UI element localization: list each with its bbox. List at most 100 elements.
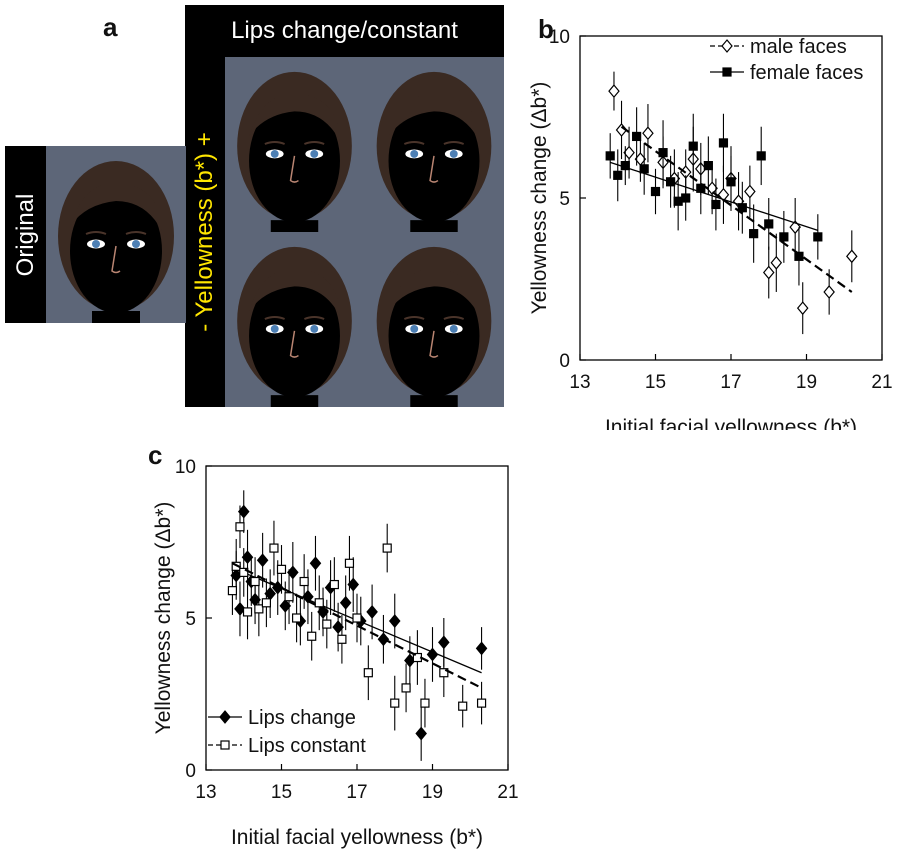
y-tick-label: 0: [185, 761, 196, 782]
data-point: [307, 631, 317, 641]
data-point: [796, 301, 809, 316]
data-point: [439, 668, 449, 678]
data-point: [779, 232, 789, 242]
data-point: [254, 604, 264, 614]
data-point: [309, 556, 322, 571]
data-point: [292, 613, 302, 623]
data-point: [794, 251, 804, 261]
y-tick-label: 5: [559, 189, 570, 210]
data-point: [420, 698, 430, 708]
data-point: [250, 576, 260, 587]
x-tick-label: 17: [720, 372, 741, 393]
data-point: [438, 635, 450, 650]
data-point: [846, 249, 858, 264]
legend-label: male faces: [750, 36, 847, 58]
data-point: [388, 614, 401, 628]
data-point: [390, 698, 400, 708]
data-point: [382, 543, 392, 553]
data-point: [235, 522, 245, 532]
data-point: [639, 164, 649, 174]
legend-marker: [722, 67, 732, 77]
data-point: [337, 634, 347, 644]
original-face-photo: .o .skin{fill:#e4b8a4}.o .lips{fill:#c97…: [46, 146, 186, 323]
data-point: [458, 701, 468, 711]
legend-label: female faces: [750, 62, 863, 84]
face-yellow-lips-constant: .y2 .skin{fill:#f0c59a}.y2 .lips{fill:#c…: [364, 57, 504, 232]
data-point: [756, 151, 766, 161]
data-point: [681, 193, 691, 203]
data-point: [299, 576, 309, 587]
data-point: [673, 196, 683, 206]
x-tick-label: 19: [422, 782, 443, 803]
trend-line: [609, 161, 819, 232]
data-point: [737, 203, 747, 213]
y-tick-label: 10: [549, 27, 570, 48]
yellowness-label-bar: - Yellowness (b*) +: [185, 57, 225, 407]
data-point: [339, 595, 352, 610]
data-point: [762, 265, 775, 280]
y-axis-title: Yellowness change (Δb*): [528, 82, 551, 315]
data-point: [658, 148, 668, 158]
data-point: [239, 567, 249, 578]
original-label-bar: Original: [5, 146, 46, 323]
chart-b: 13 15 17 19 21 0 5 10 Initial facial yellowness …: [528, 27, 893, 430]
data-point: [366, 604, 378, 619]
data-point: [256, 553, 269, 568]
data-point: [632, 131, 642, 142]
data-point: [703, 161, 713, 171]
trend-line: [231, 562, 483, 689]
x-tick-label: 17: [346, 782, 367, 803]
panel-c-letter: c: [148, 440, 163, 470]
data-point: [764, 219, 774, 229]
data-point: [276, 564, 287, 574]
data-point: [476, 698, 487, 708]
legend-label: Lips constant: [248, 735, 366, 757]
trend-line: [620, 125, 853, 293]
data-point: [261, 598, 272, 608]
x-tick-label: 15: [271, 782, 292, 803]
data-point: [227, 586, 238, 596]
data-point: [650, 186, 661, 197]
data-point: [726, 177, 736, 187]
data-point: [749, 229, 759, 239]
data-point: [688, 141, 698, 151]
original-label: Original: [11, 193, 39, 276]
data-point: [770, 255, 783, 270]
data-point: [717, 187, 730, 202]
panel-a-header-text: Lips change/constant: [231, 17, 458, 44]
data-point: [352, 613, 362, 623]
series-1: [605, 107, 823, 286]
panel-b-letter: b: [538, 14, 554, 44]
data-point: [823, 285, 835, 299]
x-tick-label: 19: [796, 372, 817, 393]
data-point: [269, 543, 279, 553]
data-point: [642, 126, 654, 141]
data-point: [401, 683, 411, 693]
data-point: [608, 84, 620, 99]
y-tick-label: 5: [185, 609, 196, 630]
x-tick-label: 13: [569, 372, 590, 393]
data-point: [344, 558, 355, 568]
data-point: [314, 598, 324, 608]
face-blue-lips-change: .b1 .skin{fill:#e6c2e6}.b1 .lips{fill:#c…: [225, 232, 364, 407]
panel-a-letter: a: [103, 12, 118, 42]
data-point: [613, 170, 623, 180]
legend-marker: [220, 740, 230, 750]
series-1: [227, 505, 487, 731]
data-point: [234, 601, 246, 616]
x-tick-label: 13: [195, 782, 216, 803]
face-blue-lips-constant: .b2 .skin{fill:#e6c2e6}.b2 .lips{fill:#c…: [364, 232, 504, 407]
face-yellow-lips-change: .y1 .skin{fill:#f0c59a}.y1 .lips{fill:#d…: [225, 57, 364, 232]
data-point: [329, 579, 339, 590]
data-point: [605, 151, 615, 161]
data-point: [322, 619, 332, 629]
data-point: [284, 592, 294, 602]
x-axis-title: Initial facial yellowness (b*): [231, 826, 483, 849]
data-point: [813, 232, 823, 242]
y-tick-label: 0: [559, 351, 570, 372]
data-point: [711, 199, 721, 210]
legend-label: Lips change: [248, 707, 356, 729]
data-point: [475, 641, 488, 656]
x-tick-label: 21: [497, 782, 518, 803]
legend-marker: [219, 710, 231, 724]
